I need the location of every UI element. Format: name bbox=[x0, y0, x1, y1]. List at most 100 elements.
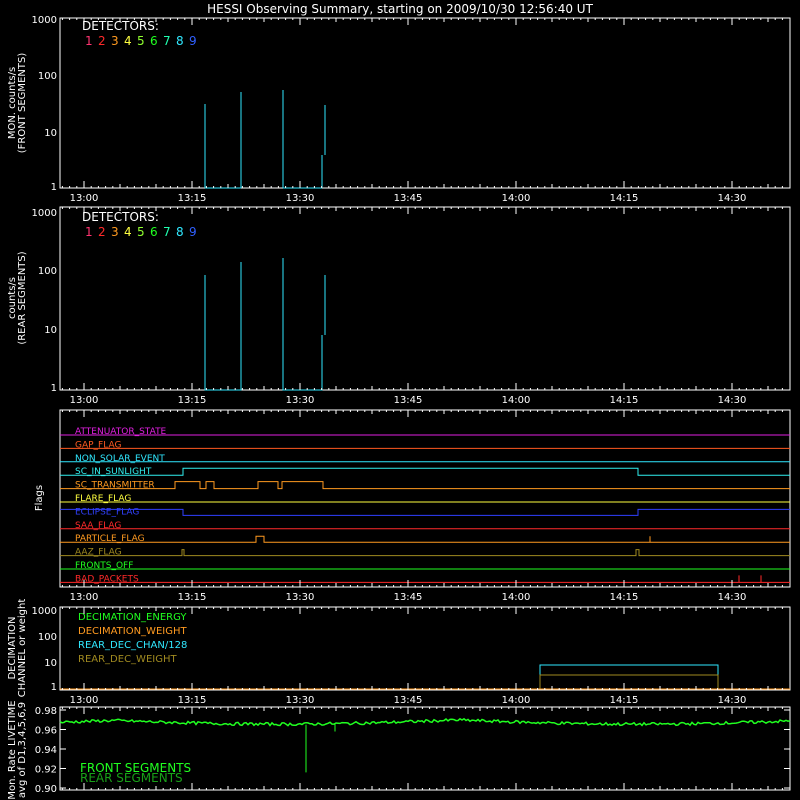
panel1-ytick-10: 10 bbox=[44, 128, 57, 139]
x-tick-label: 13:45 bbox=[394, 193, 423, 204]
flag-line-8 bbox=[60, 535, 790, 543]
panel2-series bbox=[204, 258, 326, 391]
panel3-ylabel: Flags bbox=[34, 485, 45, 511]
flag-label-2: NON_SOLAR_EVENT bbox=[75, 454, 165, 464]
panel2-ytick-1: 1 bbox=[51, 383, 57, 394]
panel2-frame bbox=[59, 206, 791, 391]
x-tick-label: 13:45 bbox=[394, 395, 423, 406]
detector-label-5: 5 bbox=[137, 34, 145, 48]
x-tick-label: 14:15 bbox=[610, 695, 639, 706]
flag-label-11: BAD_PACKETS bbox=[75, 574, 139, 584]
panel1-ylabel-line1: MON. counts/s bbox=[7, 67, 18, 139]
x-tick-label: 13:00 bbox=[70, 592, 99, 603]
panel1-ytick-1: 1 bbox=[51, 182, 57, 193]
livetime-legend-1: REAR SEGMENTS bbox=[80, 771, 183, 785]
detector-label-4: 4 bbox=[124, 34, 132, 48]
flag-line-4 bbox=[60, 481, 790, 490]
flag-label-0: ATTENUATOR_STATE bbox=[75, 427, 167, 437]
panel5-ytick-label: 0.98 bbox=[35, 706, 57, 717]
figure-title: HESSI Observing Summary, starting on 200… bbox=[207, 2, 593, 16]
x-tick-label: 14:30 bbox=[718, 193, 747, 204]
x-tick-label: 14:15 bbox=[610, 395, 639, 406]
x-tick-label: 14:30 bbox=[718, 395, 747, 406]
detector-label-1: 1 bbox=[85, 225, 93, 239]
panel2-ylabel-line2: (REAR SEGMENTS) bbox=[17, 251, 28, 344]
panel1-legend-title: DETECTORS: bbox=[82, 19, 159, 33]
livetime-dip bbox=[305, 723, 336, 773]
flag-label-1: GAP_FLAG bbox=[75, 440, 121, 450]
panel4-ytick-1: 1 bbox=[51, 682, 57, 693]
decimation-legend-0: DECIMATION_ENERGY bbox=[78, 612, 187, 623]
panel4-ytick-1000: 1000 bbox=[32, 606, 57, 617]
panel1-ylabel-line2: (FRONT SEGMENTS) bbox=[17, 53, 28, 154]
panel2-legend-title: DETECTORS: bbox=[82, 210, 159, 224]
x-tick-label: 13:45 bbox=[394, 592, 423, 603]
x-tick-label: 13:30 bbox=[286, 193, 315, 204]
x-tick-label: 14:30 bbox=[718, 592, 747, 603]
x-tick-label: 13:15 bbox=[178, 395, 207, 406]
detector-label-9: 9 bbox=[189, 34, 197, 48]
x-tick-label: 13:00 bbox=[70, 395, 99, 406]
panel4-ytick-10: 10 bbox=[44, 658, 57, 669]
detector-label-3: 3 bbox=[111, 225, 119, 239]
x-tick-label: 14:15 bbox=[610, 592, 639, 603]
x-tick-label: 13:30 bbox=[286, 395, 315, 406]
flag-line-11 bbox=[60, 575, 790, 583]
panel3-flag-lines: ATTENUATOR_STATE GAP_FLAG NON_SOLAR_EVENT S… bbox=[60, 427, 790, 584]
panel2-det8-dropout bbox=[204, 258, 326, 391]
flag-label-9: AAZ_FLAG bbox=[75, 548, 122, 558]
panel5-ylabel-line1: Mon. Rate LIVETIME bbox=[7, 700, 18, 799]
panel3-xticks: 13:00 13:15 13:30 13:45 14:00 14:15 14:30 bbox=[61, 410, 783, 603]
flag-line-6 bbox=[60, 508, 790, 516]
detector-label-3: 3 bbox=[111, 34, 119, 48]
x-tick-label: 13:00 bbox=[70, 193, 99, 204]
panel-decimation: DECIMATION CHANNEL or weight 1000 100 10… bbox=[7, 599, 791, 706]
panel1-det8-dropout bbox=[204, 90, 326, 189]
detector-label-7: 7 bbox=[163, 225, 171, 239]
flag-label-5: FLARE_FLAG bbox=[75, 494, 131, 504]
rear-dec-chan-line bbox=[60, 664, 790, 690]
x-tick-label: 14:00 bbox=[502, 395, 531, 406]
flag-label-8: PARTICLE_FLAG bbox=[75, 534, 145, 544]
panel5-yticks: 0.98 0.96 0.94 0.92 0.90 bbox=[35, 706, 790, 795]
panel1-series bbox=[204, 90, 326, 189]
panel2-ytick-10: 10 bbox=[44, 325, 57, 336]
panel2-ytick-100: 100 bbox=[38, 266, 57, 277]
detector-label-7: 7 bbox=[163, 34, 171, 48]
panel4-xticks: 13:00 13:15 13:30 13:45 14:00 14:15 14:30 bbox=[61, 607, 783, 706]
decimation-legend-1: DECIMATION_WEIGHT bbox=[78, 626, 187, 637]
flag-label-3: SC_IN_SUNLIGHT bbox=[75, 467, 152, 477]
x-tick-label: 14:30 bbox=[718, 695, 747, 706]
detector-label-4: 4 bbox=[124, 225, 132, 239]
panel5-series bbox=[59, 717, 791, 773]
panel3-frame bbox=[59, 409, 791, 588]
rear-dec-weight-line bbox=[60, 674, 790, 690]
x-tick-label: 14:00 bbox=[502, 193, 531, 204]
panel1-ytick-100: 100 bbox=[38, 71, 57, 82]
flag-line-3 bbox=[60, 467, 790, 476]
flag-label-7: SAA_FLAG bbox=[75, 521, 121, 531]
detector-label-1: 1 bbox=[85, 34, 93, 48]
panel-flags: Flags ATTENUATOR_STATE GAP_FLAG NON_SOLAR_… bbox=[34, 409, 791, 603]
panel4-legend: DECIMATION_ENERGY DECIMATION_WEIGHT REAR_D… bbox=[78, 612, 187, 665]
panel4-ylabel-line1: DECIMATION bbox=[7, 616, 18, 679]
x-tick-label: 13:30 bbox=[286, 592, 315, 603]
detector-label-5: 5 bbox=[137, 225, 145, 239]
panel4-ylabel-line2: CHANNEL or weight bbox=[17, 599, 28, 698]
panel4-frame bbox=[59, 606, 791, 691]
panel-rear-segments: counts/s (REAR SEGMENTS) 1000 100 10 1 D… bbox=[7, 206, 791, 406]
detector-label-8: 8 bbox=[176, 34, 184, 48]
panel5-ylabel-line2: avg of D1,3,4,5,6,9 bbox=[17, 702, 28, 798]
x-tick-label: 13:00 bbox=[70, 695, 99, 706]
x-tick-label: 13:45 bbox=[394, 695, 423, 706]
detector-label-6: 6 bbox=[150, 225, 158, 239]
flag-line-9 bbox=[60, 549, 790, 557]
x-tick-label: 14:15 bbox=[610, 193, 639, 204]
panel5-ytick-label: 0.92 bbox=[35, 765, 57, 776]
x-tick-label: 13:15 bbox=[178, 193, 207, 204]
livetime-front bbox=[59, 717, 791, 727]
